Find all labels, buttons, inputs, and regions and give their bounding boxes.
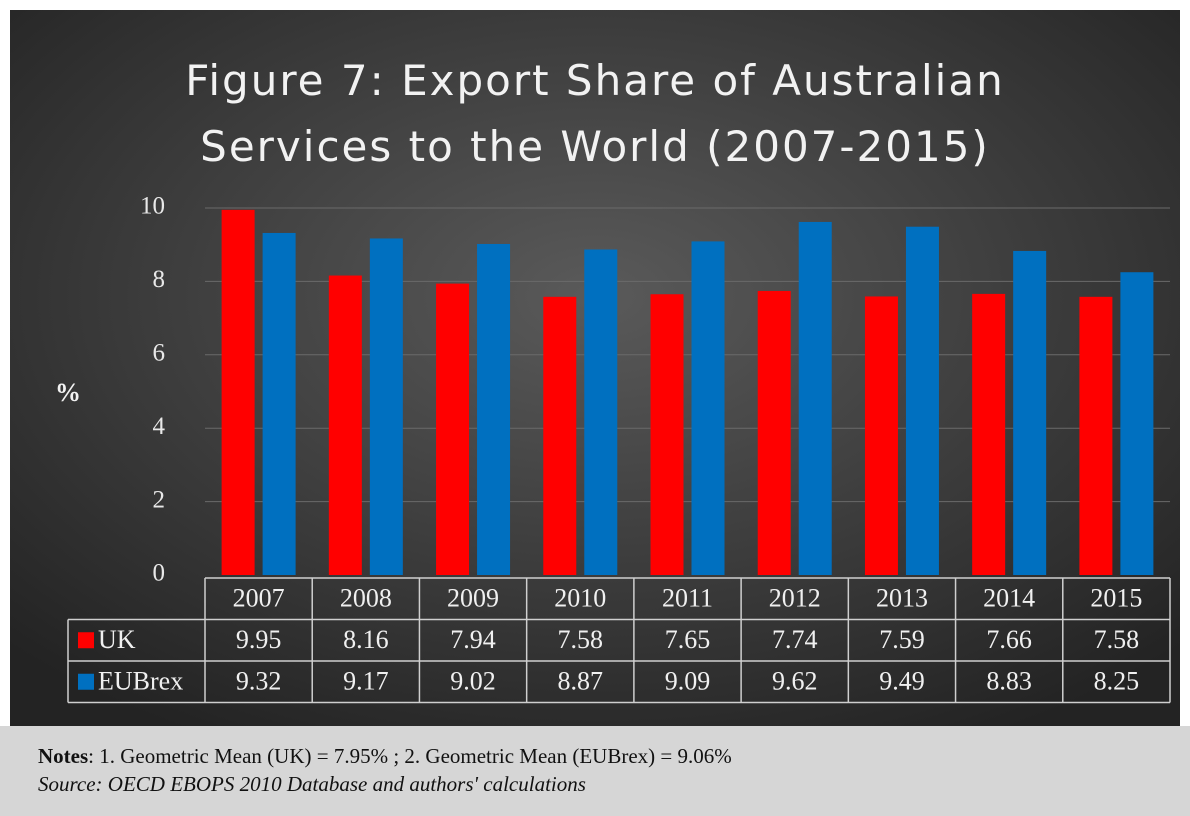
notes-line: Notes: 1. Geometric Mean (UK) = 7.95% ; … bbox=[38, 742, 732, 770]
bar bbox=[691, 241, 725, 575]
source: Source: OECD EBOPS 2010 Database and aut… bbox=[38, 772, 586, 796]
notes-label: Notes bbox=[38, 744, 89, 768]
x-tick-label: 2009 bbox=[447, 584, 499, 613]
notes-text: : 1. Geometric Mean (UK) = 7.95% ; 2. Ge… bbox=[88, 744, 732, 768]
bar bbox=[221, 209, 255, 575]
table-value: 7.94 bbox=[450, 625, 496, 654]
bar bbox=[328, 275, 362, 575]
bar bbox=[1013, 250, 1047, 575]
table-value: 8.25 bbox=[1094, 667, 1140, 696]
bar bbox=[798, 221, 832, 576]
table-value: 7.66 bbox=[986, 625, 1032, 654]
table-value: 9.09 bbox=[665, 667, 711, 696]
chart-title: Figure 7: Export Share of Australian Ser… bbox=[185, 56, 1005, 171]
table-value: 7.58 bbox=[1094, 625, 1140, 654]
y-tick-label: 6 bbox=[153, 340, 166, 367]
x-tick-label: 2010 bbox=[554, 584, 606, 613]
notes: Notes: 1. Geometric Mean (UK) = 7.95% ; … bbox=[38, 742, 732, 798]
bar bbox=[584, 249, 618, 575]
table-value: 7.58 bbox=[558, 625, 604, 654]
legend-swatch bbox=[78, 673, 94, 690]
y-tick-label: 4 bbox=[153, 413, 166, 440]
bar bbox=[757, 290, 791, 575]
y-tick-label: 0 bbox=[153, 560, 166, 587]
table-value: 9.49 bbox=[879, 667, 925, 696]
table-value: 7.74 bbox=[772, 625, 818, 654]
table-value: 8.83 bbox=[986, 667, 1032, 696]
table-value: 9.32 bbox=[236, 667, 282, 696]
legend-label: UK bbox=[98, 625, 136, 654]
table-value: 9.95 bbox=[236, 625, 282, 654]
bar bbox=[436, 283, 470, 575]
legend-swatch bbox=[78, 632, 94, 649]
bar bbox=[477, 243, 511, 575]
bar bbox=[972, 293, 1006, 575]
notes-panel bbox=[0, 726, 1190, 816]
x-tick-label: 2007 bbox=[233, 584, 285, 613]
table-value: 9.17 bbox=[343, 667, 389, 696]
table-value: 9.62 bbox=[772, 667, 818, 696]
bar bbox=[1079, 296, 1113, 575]
y-tick-label: 10 bbox=[140, 193, 165, 220]
y-axis-label: % bbox=[55, 378, 81, 407]
table-value: 7.59 bbox=[879, 625, 925, 654]
bar bbox=[369, 238, 403, 575]
legend-label: EUBrex bbox=[98, 667, 183, 696]
bar bbox=[905, 226, 939, 576]
x-tick-label: 2011 bbox=[662, 584, 713, 613]
table-value: 8.87 bbox=[558, 667, 604, 696]
bar bbox=[864, 296, 898, 575]
y-tick-label: 2 bbox=[153, 486, 166, 513]
bar bbox=[650, 294, 684, 575]
y-tick-label: 8 bbox=[153, 266, 166, 293]
x-tick-label: 2008 bbox=[340, 584, 392, 613]
table-value: 9.02 bbox=[450, 667, 496, 696]
x-tick-label: 2012 bbox=[769, 584, 821, 613]
table-value: 7.65 bbox=[665, 625, 711, 654]
x-tick-label: 2015 bbox=[1090, 584, 1142, 613]
bar bbox=[262, 232, 296, 575]
table-value: 8.16 bbox=[343, 625, 389, 654]
bar bbox=[1120, 272, 1154, 575]
x-tick-label: 2014 bbox=[983, 584, 1035, 613]
bar bbox=[543, 296, 577, 575]
x-tick-label: 2013 bbox=[876, 584, 928, 613]
